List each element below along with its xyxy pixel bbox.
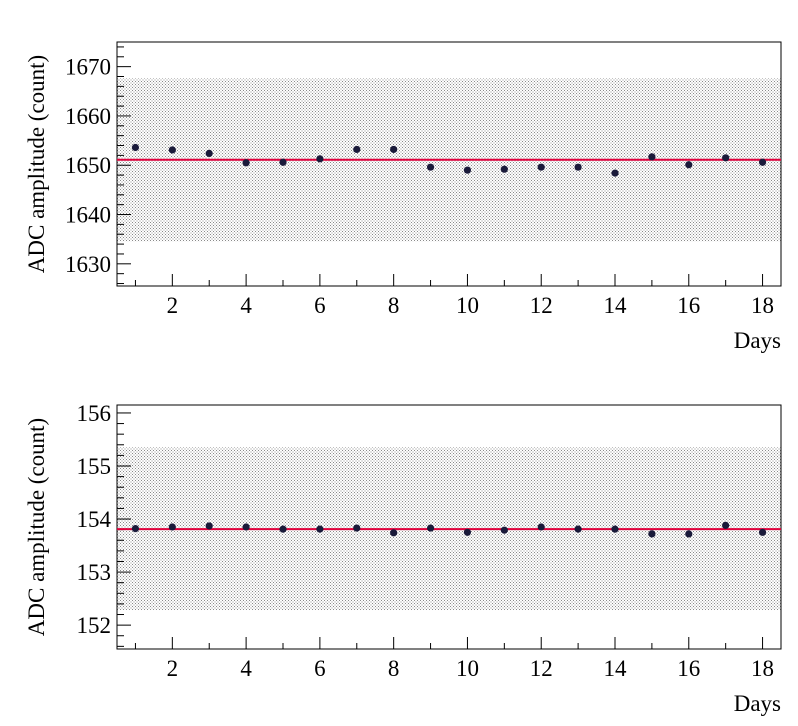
data-point — [390, 145, 398, 154]
y-tick-label: 1630 — [65, 252, 111, 277]
data-point — [648, 530, 656, 538]
y-tick-label: 152 — [77, 613, 112, 638]
y-tick-label: 1640 — [65, 203, 111, 228]
x-tick-label: 8 — [388, 293, 400, 318]
data-point — [279, 158, 287, 166]
x-axis-title: Days — [734, 691, 781, 716]
chart-panel-1: 2 4 6 8 10 12 14 16 18 1630 1640 1650 1660 1670 Days AD… — [24, 41, 782, 353]
y-tick-label: 1650 — [65, 153, 111, 178]
data-point — [611, 169, 619, 177]
data-point — [242, 523, 250, 531]
data-point — [353, 524, 361, 532]
x-tick-label: 16 — [677, 293, 700, 318]
x-tick-label: 8 — [388, 656, 400, 681]
data-point — [500, 526, 508, 534]
y-tick-label: 153 — [77, 560, 112, 585]
x-tick-label: 10 — [456, 656, 479, 681]
data-point — [758, 158, 767, 166]
data-point — [242, 159, 250, 167]
plot-frame — [116, 41, 782, 287]
data-point — [463, 166, 472, 174]
y-tick-label: 1660 — [65, 104, 111, 129]
data-point — [574, 525, 582, 533]
x-tick-label: 16 — [677, 656, 700, 681]
data-point — [463, 528, 472, 536]
data-point — [131, 524, 140, 533]
data-point — [205, 149, 213, 158]
y-tick-label: 1670 — [65, 55, 111, 80]
data-point — [316, 525, 324, 533]
x-axis-title: Days — [734, 328, 781, 353]
x-tick-label: 6 — [314, 656, 326, 681]
x-tick-label: 4 — [240, 656, 252, 681]
y-axis-title: ADC amplitude (count) — [24, 55, 49, 273]
data-point — [685, 530, 693, 538]
data-point — [205, 522, 213, 530]
y-axis-title: ADC amplitude (count) — [24, 418, 49, 636]
data-point — [353, 145, 361, 154]
plot-frame — [116, 404, 782, 650]
x-tick-label: 12 — [530, 293, 553, 318]
x-tick-label: 10 — [456, 293, 479, 318]
data-point — [537, 523, 545, 531]
x-tick-label: 14 — [604, 656, 628, 681]
x-tick-label: 18 — [751, 656, 774, 681]
x-tick-label: 2 — [167, 656, 179, 681]
data-point — [611, 525, 619, 533]
data-point — [758, 528, 767, 536]
chart-panel-2: 2 4 6 8 10 12 14 16 18 152 153 154 155 156 Days ADC amp… — [24, 401, 782, 716]
x-tick-label: 6 — [314, 293, 326, 318]
data-point — [168, 523, 176, 531]
data-point — [168, 146, 176, 154]
data-point — [574, 163, 582, 171]
x-tick-label: 2 — [167, 293, 179, 318]
x-tick-label: 4 — [240, 293, 252, 318]
data-point — [390, 529, 398, 537]
x-tick-label: 14 — [604, 293, 628, 318]
data-point — [316, 155, 324, 163]
data-point — [685, 161, 693, 169]
data-point — [279, 525, 287, 533]
data-point — [426, 163, 435, 171]
data-point — [722, 154, 730, 162]
data-point — [722, 521, 730, 530]
y-tick-label: 155 — [77, 454, 112, 479]
data-point — [500, 165, 508, 173]
data-point — [648, 153, 656, 161]
x-tick-label: 12 — [530, 656, 553, 681]
data-point — [537, 163, 545, 171]
y-tick-label: 156 — [77, 401, 112, 426]
y-tick-label: 154 — [77, 507, 112, 532]
data-point — [131, 143, 140, 152]
x-tick-label: 18 — [751, 293, 774, 318]
data-point — [426, 524, 435, 532]
